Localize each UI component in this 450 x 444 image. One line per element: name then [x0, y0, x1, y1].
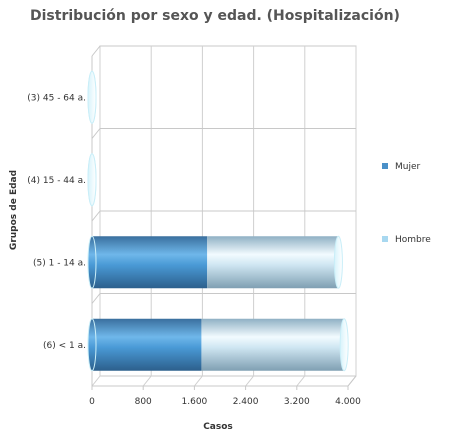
- bar-group-0: [87, 70, 97, 124]
- bar-cap-left-2: [87, 235, 97, 289]
- left-wall-sep-3: [91, 293, 101, 304]
- bar-cap-right-1: [87, 153, 97, 207]
- chart-title: Distribución por sexo y edad. (Hospitali…: [30, 8, 400, 24]
- x-axis: 0 800 1.600 2.400 3.200 4.000: [89, 386, 361, 407]
- bar-cap-right-0: [87, 70, 97, 124]
- legend-label: Hombre: [395, 235, 431, 245]
- x-tick-label: 3.200: [284, 397, 310, 407]
- left-wall-sep-2: [91, 210, 101, 222]
- left-wall-sep-1: [91, 128, 101, 139]
- y-axis-title: Grupos de Edad: [9, 170, 19, 250]
- bar-cap-right-2: [333, 235, 343, 289]
- legend-label: Mujer: [395, 162, 421, 172]
- bar-hombre-3: [201, 318, 345, 371]
- bar-group-3: [87, 318, 349, 372]
- bar-cap-left-3: [87, 318, 97, 372]
- bar-mujer-2: [92, 236, 208, 289]
- floor-line-1: [142, 375, 152, 387]
- x-axis-title: Casos: [203, 422, 233, 432]
- floor-line-3: [245, 375, 254, 387]
- legend-swatch-hombre: [382, 236, 388, 242]
- floor-line-2: [194, 375, 203, 387]
- left-wall-top: [91, 45, 101, 57]
- y-tick-label: (5) 1 - 14 a.: [33, 258, 86, 268]
- y-tick-label: (6) < 1 a.: [43, 341, 86, 351]
- bar-cap-right-3: [339, 318, 349, 372]
- x-tick-label: 800: [135, 397, 152, 407]
- bar-group-1: [87, 153, 97, 207]
- floor-line-4: [296, 375, 306, 387]
- x-tick-label: 1.600: [182, 397, 208, 407]
- x-tick-label: 4.000: [335, 397, 361, 407]
- y-axis: (3) 45 - 64 a. (4) 15 - 44 a. (5) 1 - 14 a…: [27, 93, 86, 351]
- bars: [87, 70, 349, 372]
- y-tick-label: (4) 15 - 44 a.: [27, 176, 86, 186]
- x-tick-label: 2.400: [233, 397, 259, 407]
- floor-right-edge: [347, 375, 357, 387]
- legend: Mujer Hombre: [382, 162, 431, 245]
- floor-line-0: [91, 375, 101, 387]
- bar-mujer-3: [92, 318, 202, 371]
- x-tick-label: 0: [89, 397, 95, 407]
- bar-group-2: [87, 235, 343, 289]
- bar-hombre-2: [207, 236, 339, 289]
- y-tick-label: (3) 45 - 64 a.: [27, 93, 86, 103]
- legend-swatch-mujer: [382, 163, 388, 169]
